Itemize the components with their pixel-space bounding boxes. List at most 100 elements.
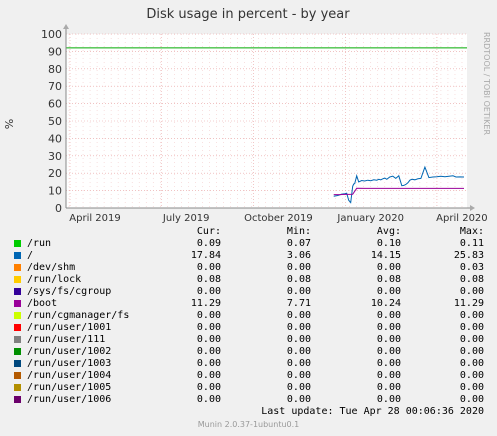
legend-swatch: [14, 276, 21, 283]
legend-max: 0.08: [459, 274, 484, 285]
legend-max: 0.00: [459, 358, 484, 369]
legend-swatch: [14, 396, 21, 403]
legend-name: /: [27, 250, 34, 261]
last-update: Last update: Tue Apr 28 00:06:36 2020: [261, 406, 484, 417]
legend-cur: 0.00: [196, 382, 221, 393]
y-tick-label: 40: [48, 132, 62, 145]
legend-name: /run/user/1004: [27, 370, 112, 381]
legend-max: 25.83: [453, 250, 484, 261]
legend-swatch: [14, 372, 21, 379]
legend-item: /run/user/1006 0.00 0.00 0.00 0.00: [0, 394, 497, 406]
y-tick-label: 80: [48, 63, 62, 76]
legend-item: / 17.84 3.06 14.15 25.83: [0, 250, 497, 262]
legend-min: 3.06: [286, 250, 311, 261]
legend-avg: 0.00: [376, 262, 401, 273]
rrdtool-credit: RRDTOOL / TOBI OETIKER: [482, 32, 491, 135]
y-tick-label: 10: [48, 185, 62, 198]
legend-avg: 0.00: [376, 322, 401, 333]
series-line-boot: [333, 187, 464, 196]
legend-item: /sys/fs/cgroup 0.00 0.00 0.00 0.00: [0, 286, 497, 298]
legend-item: /run 0.09 0.07 0.10 0.11: [0, 238, 497, 250]
y-tick-label: 20: [48, 167, 62, 180]
y-axis-label: %: [3, 119, 16, 129]
legend-avg: 0.00: [376, 346, 401, 357]
x-tick-label: July 2019: [162, 213, 210, 224]
legend-swatch: [14, 312, 21, 319]
legend-max: 11.29: [453, 298, 484, 309]
legend-avg: 14.15: [370, 250, 401, 261]
legend-avg: 0.00: [376, 394, 401, 405]
legend-cur: 0.00: [196, 322, 221, 333]
munin-version: Munin 2.0.37-1ubuntu0.1: [197, 420, 300, 429]
legend-header-max: Max:: [459, 226, 484, 237]
legend-min: 0.08: [286, 274, 311, 285]
legend-swatch: [14, 336, 21, 343]
legend-swatch: [14, 264, 21, 271]
legend-item: /run/lock 0.08 0.08 0.08 0.08: [0, 274, 497, 286]
legend-cur: 0.08: [196, 274, 221, 285]
y-tick-label: 50: [48, 115, 62, 128]
legend-avg: 0.00: [376, 310, 401, 321]
legend-item: /run/cgmanager/fs 0.00 0.00 0.00 0.00: [0, 310, 497, 322]
legend-swatch: [14, 252, 21, 259]
legend-swatch: [14, 348, 21, 355]
legend-min: 0.00: [286, 310, 311, 321]
legend-name: /run/user/111: [27, 334, 106, 345]
legend-name: /run/user/1002: [27, 346, 112, 357]
legend-avg: 0.10: [376, 238, 401, 249]
legend-name: /run/user/1001: [27, 322, 112, 333]
legend-avg: 10.24: [370, 298, 401, 309]
legend-min: 0.00: [286, 382, 311, 393]
series-line-: [333, 165, 465, 204]
legend-name: /run/user/1005: [27, 382, 112, 393]
legend-cur: 0.00: [196, 346, 221, 357]
legend-item: /run/user/1003 0.00 0.00 0.00 0.00: [0, 358, 497, 370]
legend-max: 0.00: [459, 382, 484, 393]
y-tick-label: 90: [48, 45, 62, 58]
legend-avg: 0.08: [376, 274, 401, 285]
legend-max: 0.00: [459, 334, 484, 345]
legend-name: /run/user/1003: [27, 358, 112, 369]
x-tick-label: April 2019: [69, 213, 120, 224]
legend-name: /run/user/1006: [27, 394, 112, 405]
legend-name: /run: [27, 238, 52, 249]
y-tick-label: 0: [55, 202, 62, 215]
legend-min: 0.00: [286, 370, 311, 381]
legend-name: /sys/fs/cgroup: [27, 286, 112, 297]
legend-cur: 0.00: [196, 370, 221, 381]
legend-swatch: [14, 240, 21, 247]
y-axis-arrow: [63, 24, 69, 29]
legend-name: /dev/shm: [27, 262, 76, 273]
legend-min: 0.00: [286, 322, 311, 333]
legend-swatch: [14, 384, 21, 391]
legend-min: 0.00: [286, 334, 311, 345]
legend-cur: 0.00: [196, 262, 221, 273]
legend-item: /run/user/1001 0.00 0.00 0.00 0.00: [0, 322, 497, 334]
legend-avg: 0.00: [376, 382, 401, 393]
legend-max: 0.03: [459, 262, 484, 273]
x-tick-label: April 2020: [436, 213, 487, 224]
legend-item: /boot 11.29 7.71 10.24 11.29: [0, 298, 497, 310]
legend-max: 0.11: [459, 238, 484, 249]
legend-swatch: [14, 360, 21, 367]
legend-item: /dev/shm 0.00 0.00 0.00 0.03: [0, 262, 497, 274]
legend-name: /run/lock: [27, 274, 82, 285]
legend-swatch: [14, 288, 21, 295]
legend-name: /boot: [27, 298, 58, 309]
legend-cur: 0.00: [196, 286, 221, 297]
legend-max: 0.00: [459, 286, 484, 297]
legend-avg: 0.00: [376, 358, 401, 369]
legend-max: 0.00: [459, 394, 484, 405]
legend-item: /run/user/1005 0.00 0.00 0.00 0.00: [0, 382, 497, 394]
legend-avg: 0.00: [376, 334, 401, 345]
legend-min: 0.07: [286, 238, 311, 249]
legend-max: 0.00: [459, 310, 484, 321]
y-tick-label: 30: [48, 150, 62, 163]
legend-cur: 11.29: [190, 298, 221, 309]
legend-item: /run/user/1002 0.00 0.00 0.00 0.00: [0, 346, 497, 358]
chart-title: Disk usage in percent - by year: [146, 7, 350, 22]
legend-swatch: [14, 300, 21, 307]
legend-header-cur: Cur:: [196, 226, 221, 237]
legend-max: 0.00: [459, 346, 484, 357]
